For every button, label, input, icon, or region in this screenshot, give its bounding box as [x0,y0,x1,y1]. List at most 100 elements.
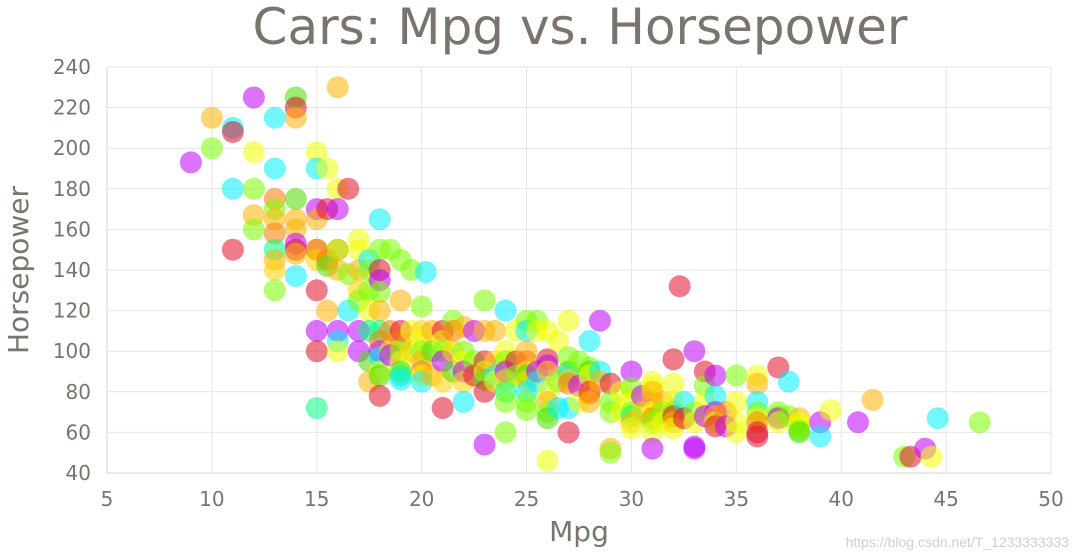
x-tick-label: 50 [1038,487,1063,511]
scatter-point [179,151,202,174]
scatter-point [305,319,328,342]
scatter-point [494,299,517,322]
scatter-point [326,76,349,99]
scatter-point [368,384,391,407]
scatter-point [599,441,622,464]
scatter-point [242,86,265,109]
scatter-point [368,208,391,231]
scatter-point [221,238,244,261]
y-axis-label: Horsepower [2,185,35,354]
scatter-point [725,421,748,444]
scatter-point [316,157,339,180]
y-tick-label: 160 [53,217,91,241]
y-tick-label: 100 [53,339,91,363]
data-points [179,76,991,472]
y-tick-label: 60 [66,420,91,444]
scatter-point [746,425,769,448]
scatter-point [389,368,412,391]
scatter-point [284,187,307,210]
scatter-point [588,309,611,332]
x-tick-label: 20 [409,487,434,511]
scatter-point [809,425,832,448]
y-tick-label: 40 [66,461,91,485]
scatter-point [926,407,949,430]
x-tick-label: 35 [724,487,749,511]
scatter-point [305,279,328,302]
scatter-point [316,299,339,322]
scatter-point [746,372,769,395]
x-tick-label: 25 [514,487,539,511]
scatter-point [557,421,580,444]
scatter-point [368,299,391,322]
scatter-point [200,106,223,129]
scatter-point [389,289,412,312]
scatter-point [547,330,570,353]
y-axis-ticks: 40 60 80 100 120 140 160 180 200 220 240 [53,55,91,485]
x-axis-label: Mpg [549,515,609,548]
scatter-point [242,141,265,164]
scatter-point [284,265,307,288]
scatter-point [221,177,244,200]
scatter-point [861,388,884,411]
scatter-point [326,340,349,363]
scatter-point [326,198,349,221]
scatter-point [725,364,748,387]
y-tick-label: 220 [53,96,91,120]
y-tick-label: 120 [53,299,91,323]
scatter-point [620,417,643,440]
scatter-point [788,421,811,444]
scatter-point [263,222,286,245]
scatter-point [368,281,391,304]
scatter-point [515,399,538,422]
scatter-point [263,279,286,302]
scatter-point [200,137,223,160]
scatter-point [578,390,601,413]
scatter-point [263,259,286,281]
scatter-point [242,177,265,200]
scatter-point [368,364,391,387]
scatter-point [305,397,328,420]
scatter-point [431,397,454,420]
x-tick-label: 40 [828,487,853,511]
y-tick-label: 200 [53,136,91,160]
scatter-point [263,157,286,180]
x-axis-ticks: 5 10 15 20 25 30 35 40 45 50 [101,487,1064,511]
scatter-point [683,340,706,363]
scatter-point [326,238,349,261]
scatter-point [578,330,601,353]
scatter-point [494,421,517,444]
scatter-point [668,275,691,298]
scatter-point [557,309,580,332]
scatter-point [414,261,437,284]
x-tick-label: 45 [933,487,958,511]
scatter-point [473,433,496,456]
scatter-point [847,411,870,434]
scatter-point [641,437,664,460]
scatter-point [683,437,706,460]
x-tick-label: 15 [304,487,329,511]
x-tick-label: 10 [199,487,224,511]
scatter-point [620,360,643,383]
y-tick-label: 140 [53,258,91,282]
scatter-point [473,289,496,312]
scatter-point [221,120,244,143]
scatter-point [284,106,307,129]
scatter-point [662,372,685,395]
scatter-point [494,390,517,413]
scatter-point [704,384,727,407]
scatter-point [819,399,842,422]
scatter-point [305,340,328,363]
scatter-point [484,319,507,342]
scatter-point [725,390,748,413]
chart-title: Cars: Mpg vs. Horsepower [253,0,908,56]
scatter-point [242,218,265,241]
scatter-point [452,390,475,413]
scatter-point [284,242,307,265]
scatter-point [410,295,433,318]
scatter-point [305,141,328,164]
y-tick-label: 80 [66,380,91,404]
scatter-point [536,449,559,472]
scatter-point [920,445,943,468]
scatter-point [263,106,286,129]
